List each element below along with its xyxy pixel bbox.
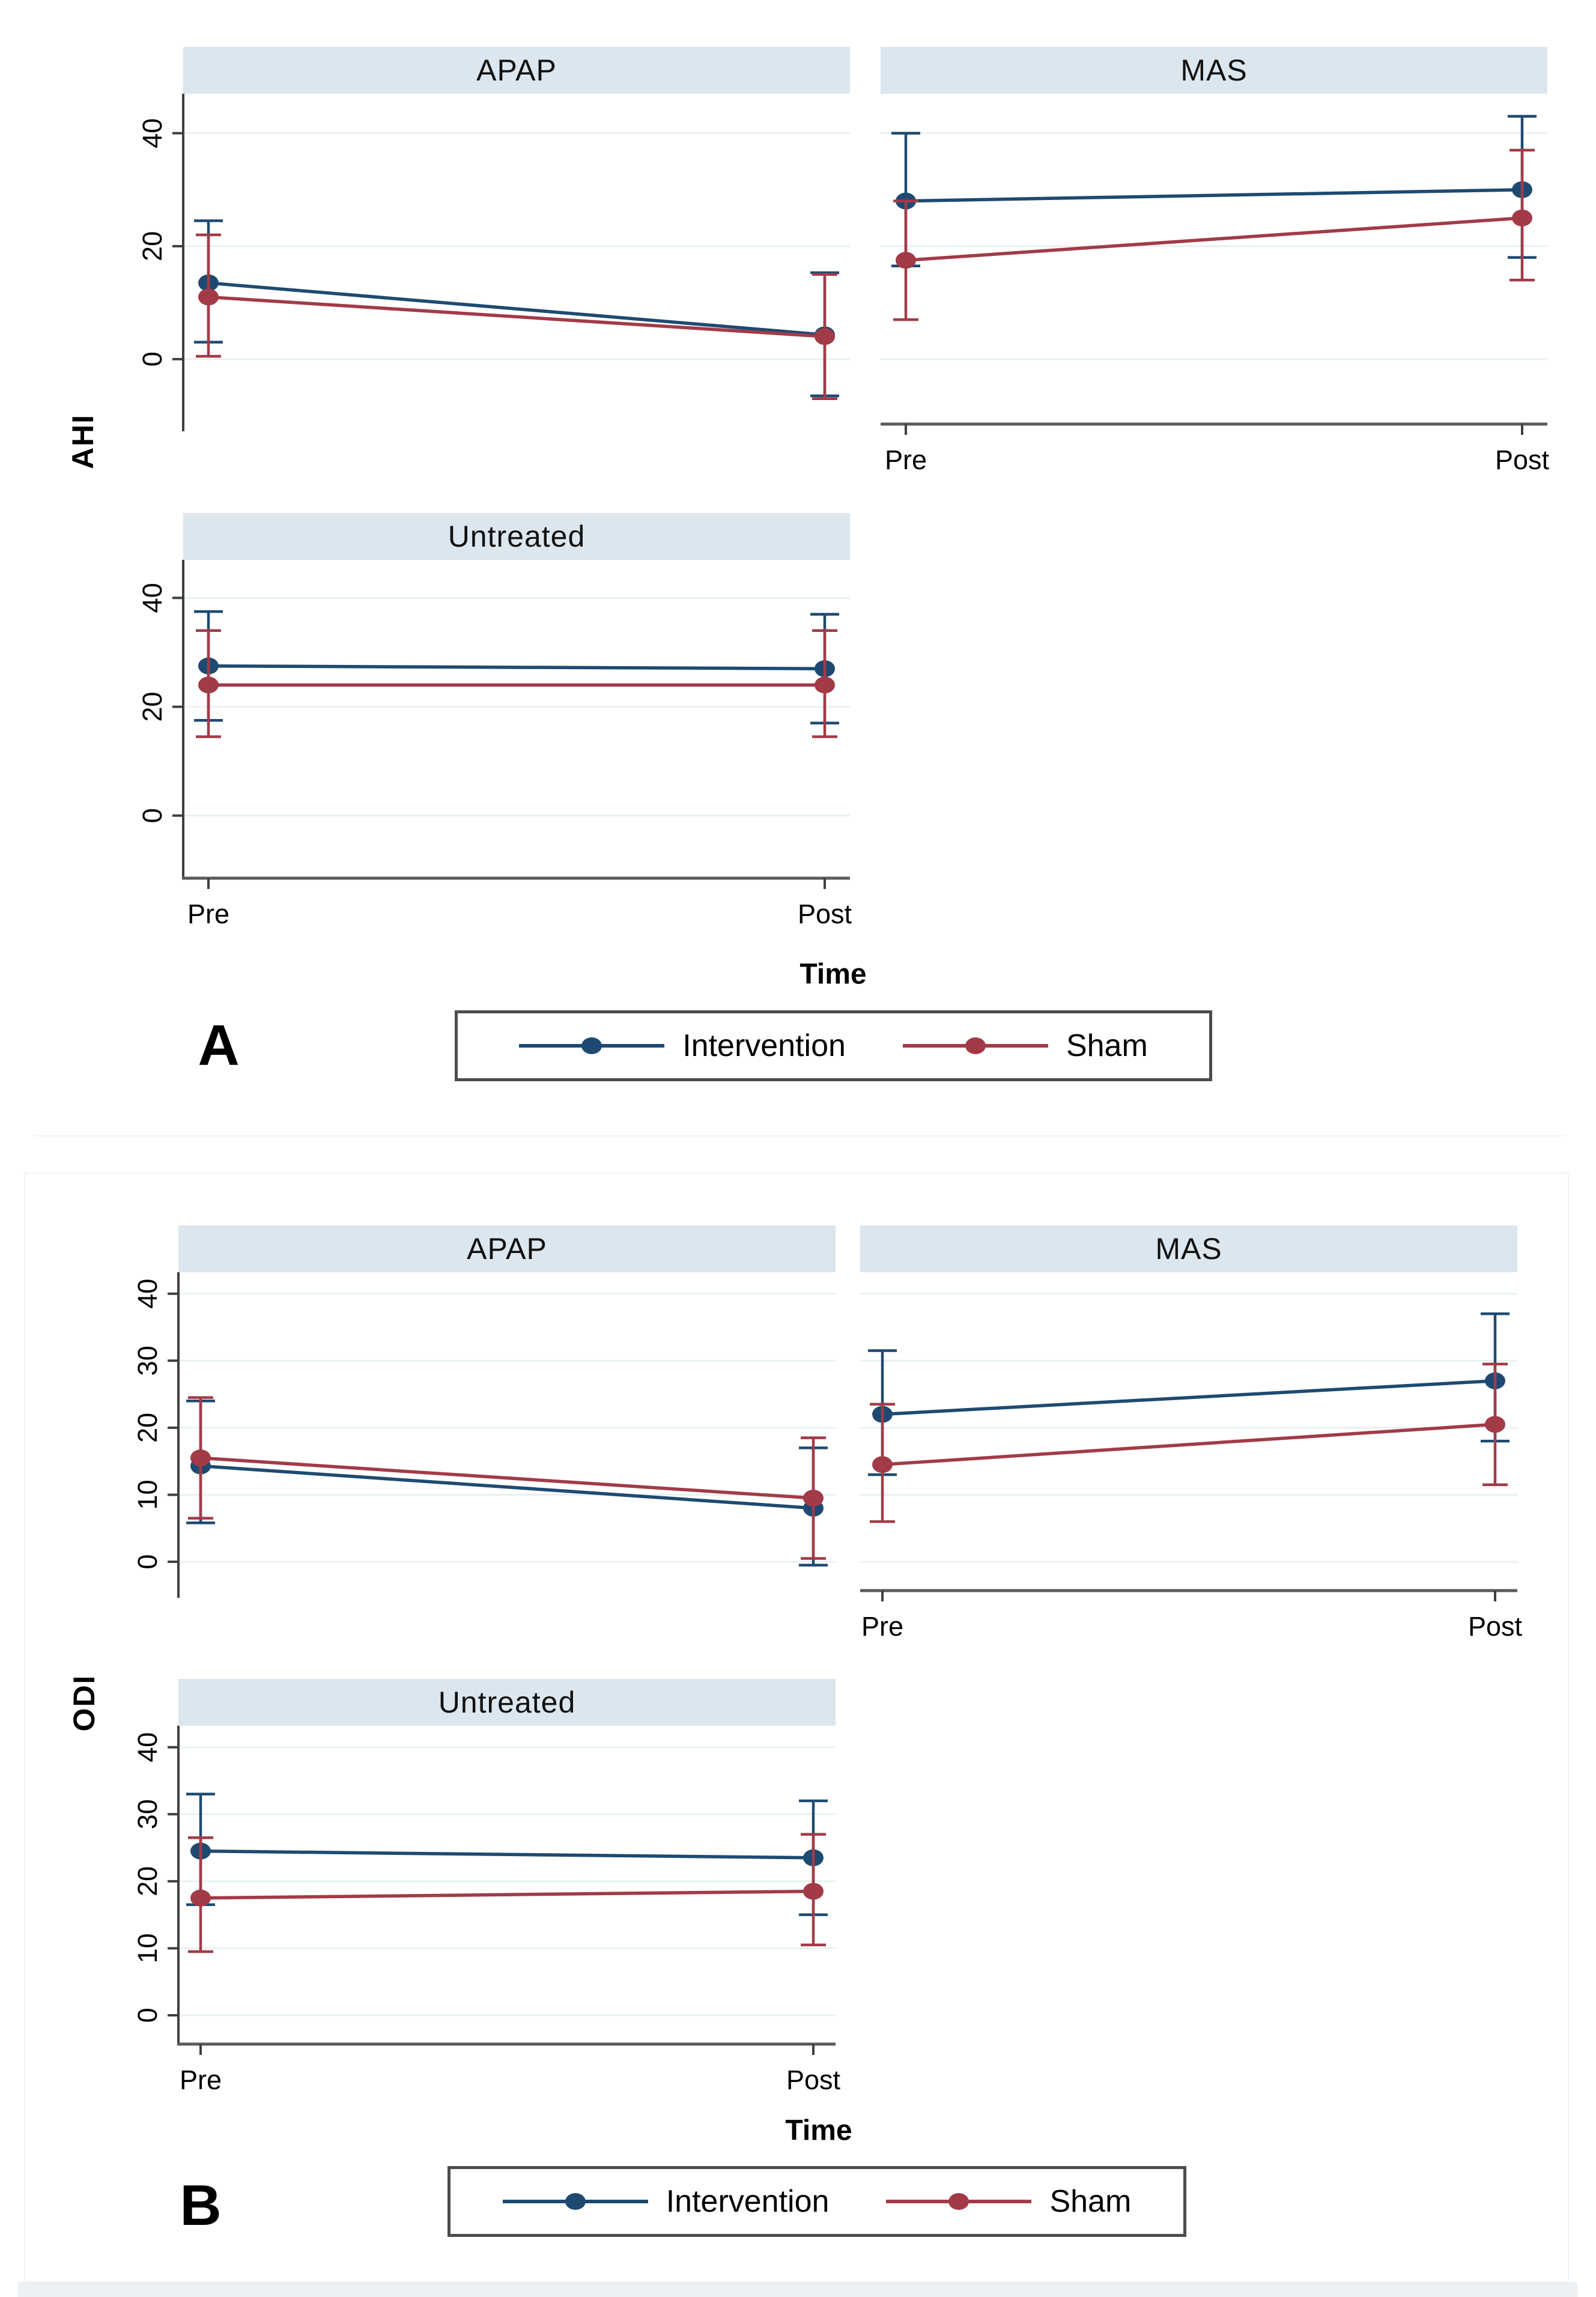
panel-label-b: B — [180, 2173, 222, 2238]
series-line-sham — [208, 295, 825, 339]
series-line-sham — [882, 1422, 1496, 1466]
legend-item-intervention-b: Intervention — [502, 2183, 830, 2220]
x-tick-label-post: Post — [798, 899, 852, 929]
y-tick-label-40: 40 — [132, 1279, 163, 1309]
y-tick-label-20: 20 — [137, 231, 168, 261]
panel-label-a: A — [198, 1013, 240, 1078]
subplot-plot-untreated-b: 0 10 20 30 40 Pre Post — [132, 1726, 841, 2095]
y-tick-label-10: 10 — [132, 1933, 163, 1963]
subplot-header-untreated-a: Untreated — [183, 513, 850, 560]
subplot-plot-mas-a: Pre Post — [881, 115, 1550, 475]
subplot-header-apap-b: APAP — [178, 1225, 836, 1272]
legend-key-sham-icon — [886, 2193, 1032, 2210]
y-tick-label-0: 0 — [132, 2008, 163, 2023]
x-tick-label-post: Post — [1468, 1611, 1523, 1642]
bottom-strip — [18, 2282, 1577, 2297]
y-tick-label-20: 20 — [132, 1866, 163, 1896]
subplot-plot-apap-a: 0 20 40 — [137, 94, 850, 431]
legend-item-sham-a: Sham — [902, 1028, 1148, 1064]
legend-label-sham-a: Sham — [1066, 1028, 1148, 1063]
legend-label-sham-b: Sham — [1049, 2184, 1132, 2219]
legend-label-intervention-b: Intervention — [666, 2184, 830, 2219]
marker-sham-pre — [190, 1889, 211, 1907]
series-line-intervention — [200, 1849, 814, 1860]
y-tick-label-40: 40 — [137, 118, 168, 148]
series-line-intervention — [208, 664, 825, 670]
subplot-plot-mas-b: Pre Post — [860, 1293, 1523, 1642]
marker-sham-post — [1485, 1416, 1505, 1433]
y-tick-label-30: 30 — [132, 1799, 163, 1829]
legend-item-intervention-a: Intervention — [519, 1028, 846, 1064]
x-tick-label-pre: Pre — [885, 445, 927, 475]
marker-sham-post — [815, 676, 835, 694]
marker-sham-pre — [198, 288, 219, 306]
legend-panel-a: Intervention Sham — [455, 1010, 1212, 1081]
y-tick-label-0: 0 — [132, 1555, 163, 1570]
y-tick-label-20: 20 — [137, 692, 168, 722]
marker-sham-pre — [896, 252, 916, 269]
legend-key-intervention-icon — [519, 1037, 665, 1054]
panel-divider-hairline — [33, 1135, 1565, 1136]
legend-label-intervention-a: Intervention — [682, 1028, 846, 1063]
y-tick-label-30: 30 — [132, 1346, 163, 1376]
marker-sham-post — [803, 1490, 824, 1507]
y-axis-title-panel-a: AHI — [66, 413, 100, 470]
x-tick-label-pre: Pre — [187, 899, 229, 929]
marker-sham-pre — [198, 676, 219, 694]
marker-sham-post — [815, 328, 835, 345]
y-tick-label-20: 20 — [132, 1413, 163, 1443]
series-line-intervention — [208, 281, 825, 337]
x-tick-label-pre: Pre — [861, 1611, 903, 1642]
y-tick-label-10: 10 — [132, 1479, 163, 1510]
subplot-header-mas-b: MAS — [860, 1225, 1517, 1272]
subplot-plot-untreated-a: 0 20 40 Pre Post — [137, 560, 852, 929]
legend-key-sham-icon — [902, 1037, 1048, 1054]
marker-sham-pre — [190, 1449, 211, 1467]
x-tick-label-post: Post — [1495, 445, 1550, 475]
series-line-sham — [200, 1889, 814, 1900]
y-tick-label-40: 40 — [137, 583, 168, 613]
legend-key-intervention-icon — [502, 2193, 648, 2210]
x-tick-label-pre: Pre — [180, 2065, 222, 2095]
legend-panel-b: Intervention Sham — [448, 2166, 1186, 2237]
series-line-intervention — [200, 1464, 814, 1510]
y-tick-label-40: 40 — [132, 1732, 163, 1762]
x-tick-label-post: Post — [786, 2065, 841, 2095]
y-tick-label-0: 0 — [137, 351, 168, 366]
y-tick-label-0: 0 — [137, 808, 168, 823]
series-line-intervention — [905, 188, 1523, 203]
marker-sham-post — [1512, 209, 1532, 226]
legend-item-sham-b: Sham — [886, 2183, 1131, 2220]
series-line-intervention — [882, 1379, 1496, 1416]
series-line-sham — [905, 216, 1523, 262]
subplot-plot-apap-b: 0 10 20 30 40 — [132, 1272, 836, 1598]
y-axis-title-panel-b: ODI — [67, 1674, 101, 1732]
subplot-header-untreated-b: Untreated — [178, 1679, 836, 1726]
marker-sham-post — [803, 1883, 824, 1900]
subplot-header-mas-a: MAS — [881, 47, 1547, 94]
x-axis-title-panel-a: Time — [800, 958, 867, 991]
x-axis-title-panel-b: Time — [785, 2114, 852, 2147]
marker-sham-pre — [872, 1456, 893, 1473]
series-line-sham — [200, 1456, 814, 1500]
subplot-header-apap-a: APAP — [183, 47, 850, 94]
